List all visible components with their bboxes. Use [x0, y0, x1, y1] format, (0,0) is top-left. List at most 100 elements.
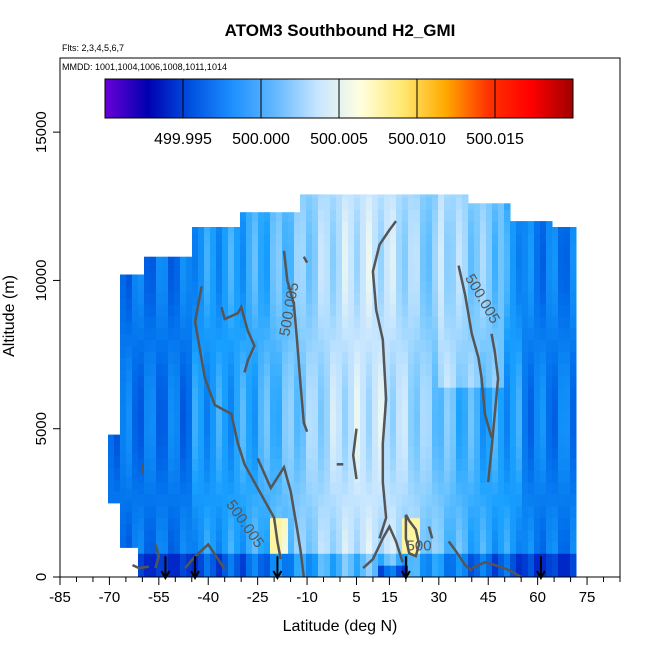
heat-cell — [558, 327, 565, 341]
heat-cell — [204, 541, 211, 554]
heat-cell — [258, 304, 265, 317]
heat-cell — [342, 280, 349, 293]
heat-cell — [258, 327, 265, 341]
heat-cell — [210, 327, 217, 341]
heat-cell — [558, 399, 565, 412]
heat-cell — [186, 529, 193, 542]
heat-cell — [282, 505, 289, 519]
heat-cell — [456, 446, 463, 459]
heat-cell — [390, 197, 397, 210]
heat-cell — [234, 292, 241, 305]
heat-cell — [324, 351, 331, 364]
heat-cell — [312, 363, 319, 376]
heat-cell — [150, 304, 157, 317]
heat-cell — [300, 280, 307, 293]
heat-cell — [180, 505, 187, 519]
heat-cell — [534, 529, 541, 542]
contour-line — [220, 303, 256, 373]
heat-cell — [468, 351, 475, 364]
heat-cell — [150, 458, 157, 471]
heat-cell — [426, 541, 433, 554]
heat-cell — [414, 363, 421, 376]
heat-cell — [318, 339, 325, 353]
heat-cell — [360, 194, 367, 198]
heat-cell — [474, 517, 481, 531]
heat-cell — [516, 399, 523, 412]
heat-cell — [288, 268, 295, 281]
heat-cell — [552, 233, 559, 246]
heat-cell — [192, 410, 199, 424]
x-axis: -85 -70 -55 -40 -25 -10 5 15 30 45 60 75 — [49, 577, 621, 606]
heat-cell — [444, 410, 451, 424]
heat-cell — [240, 221, 247, 234]
heat-cell — [498, 565, 505, 578]
heat-cell — [570, 505, 577, 519]
heat-cell — [132, 488, 139, 501]
heat-cell — [162, 327, 169, 341]
heat-cell — [504, 422, 511, 436]
heat-cell — [156, 494, 163, 507]
heat-cell — [504, 541, 511, 554]
heat-cell — [108, 434, 115, 444]
heat-cell — [420, 327, 427, 341]
heat-cell — [354, 268, 361, 281]
heat-cell — [516, 541, 523, 554]
heat-cell — [294, 541, 301, 554]
heat-cell — [360, 422, 367, 436]
heat-cell — [144, 256, 151, 270]
heat-cell — [540, 375, 547, 388]
heat-cell — [300, 422, 307, 436]
heat-cell — [312, 541, 319, 554]
heat-cell — [114, 491, 121, 504]
heat-cell — [360, 197, 367, 210]
heat-cell — [390, 505, 397, 519]
heat-cell — [522, 280, 529, 293]
heat-cell — [432, 505, 439, 519]
heat-cell — [564, 256, 571, 270]
heat-cell — [480, 351, 487, 364]
heat-cell — [426, 399, 433, 412]
heat-cell — [240, 446, 247, 459]
heat-cell — [510, 363, 517, 376]
heat-cell — [222, 494, 229, 507]
heat-cell — [216, 458, 223, 471]
heat-cell — [234, 470, 241, 483]
heat-cell — [414, 256, 421, 270]
heat-cell — [318, 494, 325, 507]
heat-cell — [510, 292, 517, 305]
heat-cell — [378, 351, 385, 364]
heat-cell — [402, 268, 409, 281]
heat-cell — [282, 351, 289, 364]
heat-cell — [186, 316, 193, 329]
heat-cell — [474, 268, 481, 281]
heat-cell — [252, 327, 259, 341]
heat-cell — [534, 221, 541, 234]
heat-cell — [204, 268, 211, 281]
heat-cell — [270, 256, 277, 270]
heat-cell — [402, 244, 409, 258]
heat-cell — [450, 256, 457, 270]
heat-cell — [462, 304, 469, 317]
heat-cell — [474, 410, 481, 424]
heat-cell — [144, 339, 151, 353]
x-tick-label: 45 — [480, 589, 497, 606]
heat-cell — [324, 233, 331, 246]
heat-cell — [156, 351, 163, 364]
heat-cell — [486, 399, 493, 412]
heat-cell — [528, 233, 535, 246]
heat-cell — [420, 194, 427, 198]
heat-cell — [198, 339, 205, 353]
heat-cell — [270, 327, 277, 341]
heat-cell — [510, 268, 517, 281]
heat-cell — [168, 422, 175, 436]
heat-cell — [408, 458, 415, 471]
heat-cell — [192, 505, 199, 519]
heat-cell — [390, 410, 397, 424]
heat-cell — [480, 434, 487, 447]
heat-cell — [570, 244, 577, 258]
heat-cell — [306, 256, 313, 270]
heat-cell — [366, 434, 373, 447]
heat-cell — [360, 494, 367, 507]
heat-cell — [210, 529, 217, 542]
heat-cell — [258, 541, 265, 554]
